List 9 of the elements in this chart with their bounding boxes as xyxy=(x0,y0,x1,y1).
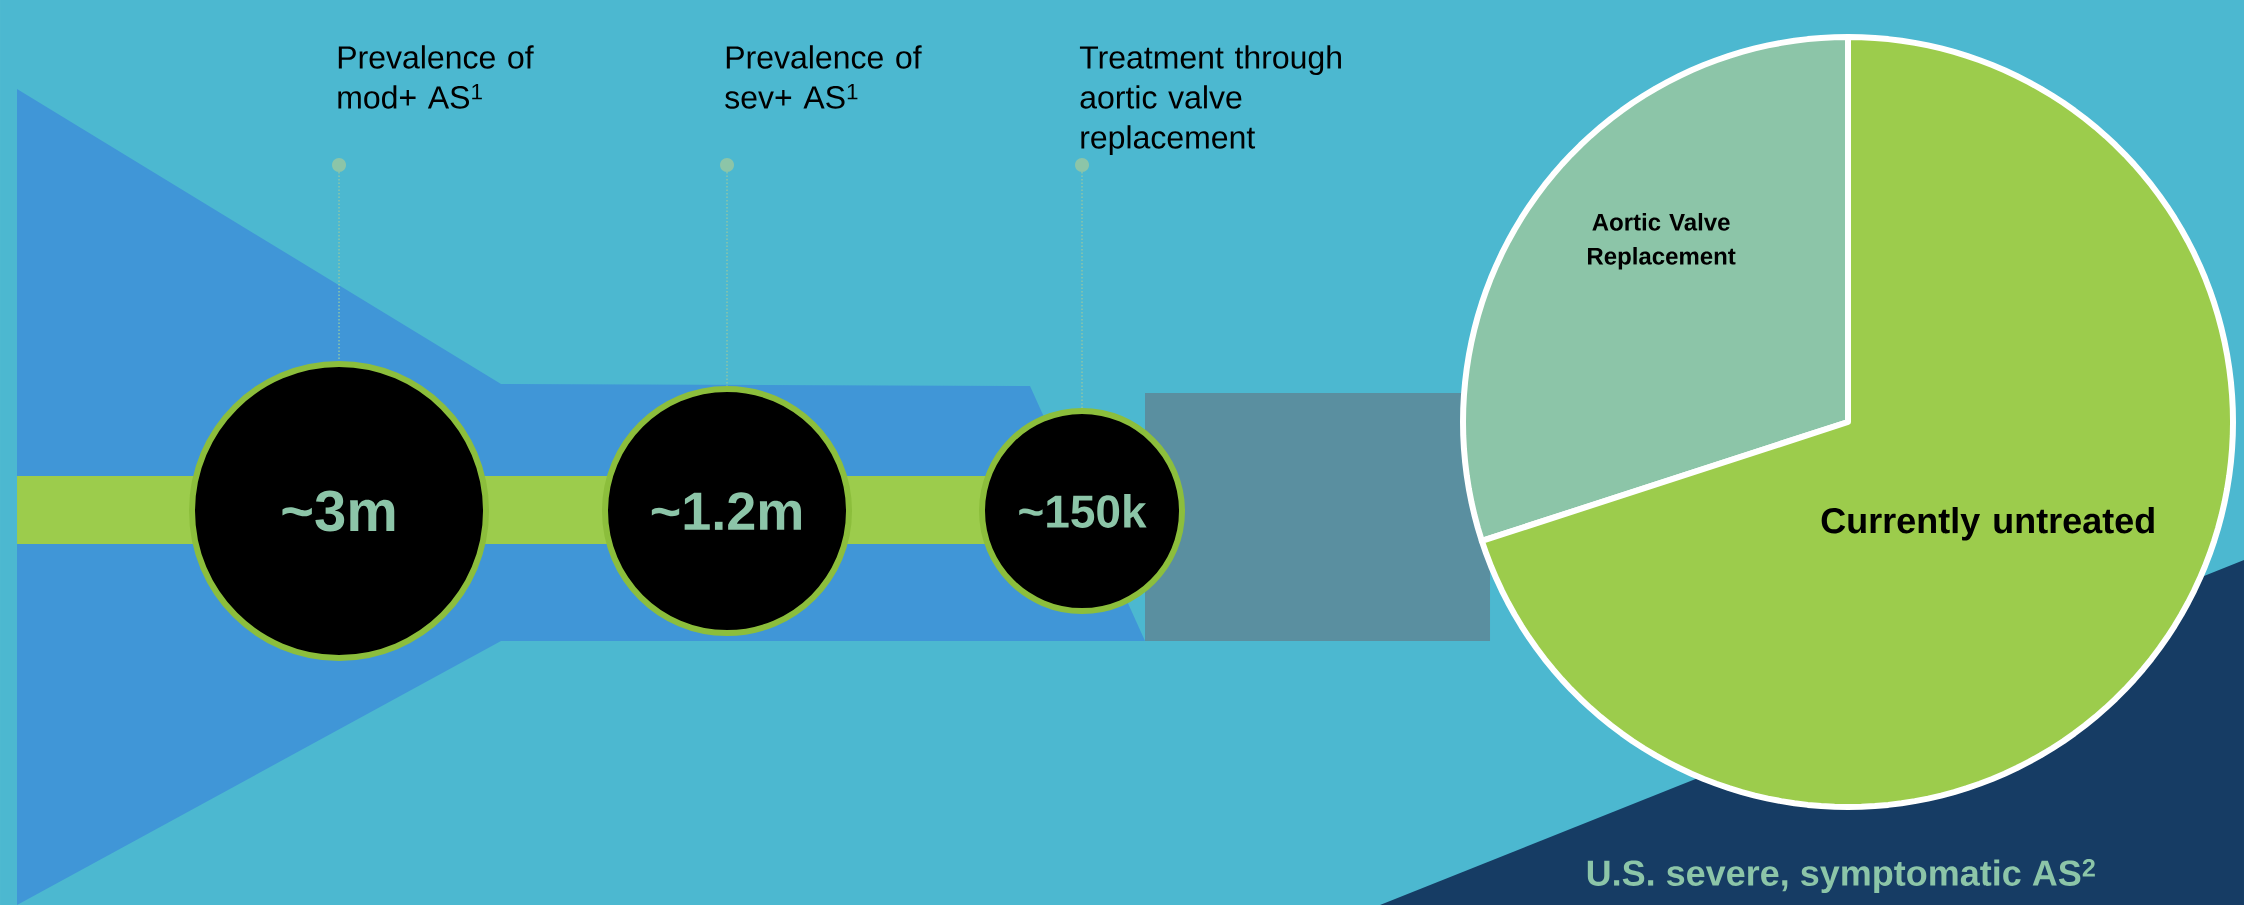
text: Prevalence of sev+ AS$^{1}$ xyxy=(725,45,922,109)
text: ~1.2m xyxy=(651,492,801,530)
text: Treatment through aortic valve replacement xyxy=(1079,45,1341,156)
text: Prevalence of mod+ AS$^{1}$ xyxy=(338,45,534,109)
text: U.S. severe, symptomatic AS$^{2}$ xyxy=(1587,858,2095,894)
text: ~3m xyxy=(282,490,395,532)
slice-label: Aortic Valve Replacement xyxy=(1588,213,1736,270)
slice-label: Currently untreated xyxy=(1821,507,2154,541)
text: ~150k xyxy=(1019,494,1147,528)
